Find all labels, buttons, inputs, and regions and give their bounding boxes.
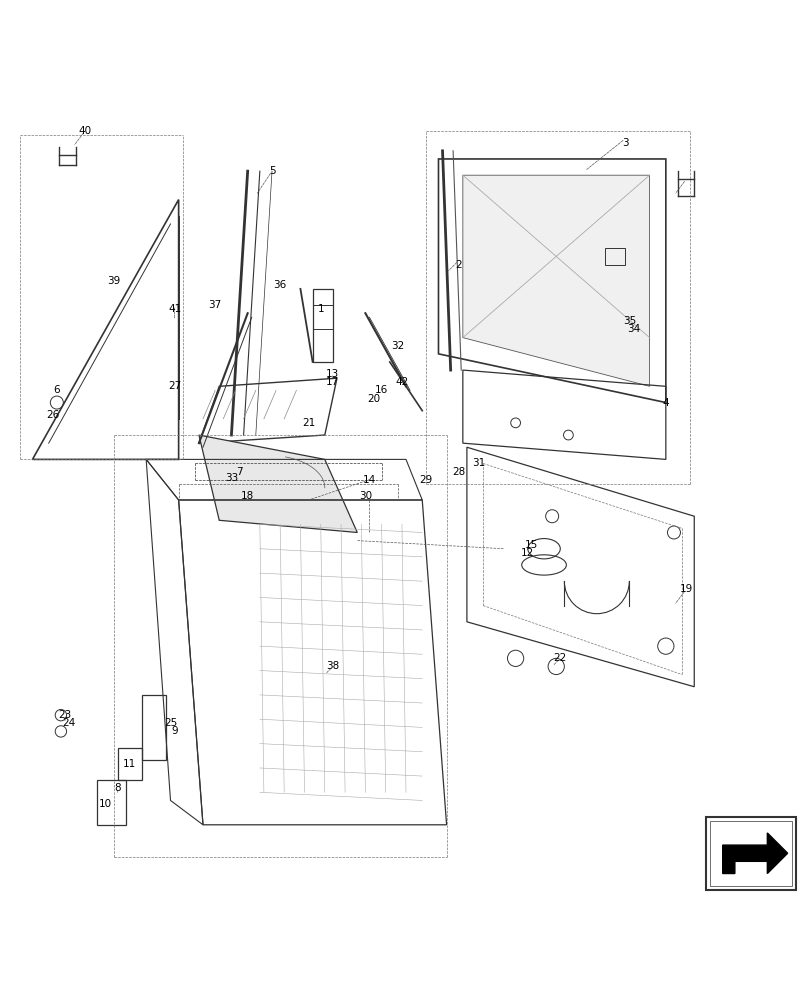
Text: 37: 37 <box>208 300 221 310</box>
Text: 17: 17 <box>326 377 339 387</box>
Text: 6: 6 <box>54 385 60 395</box>
Text: 40: 40 <box>79 126 92 136</box>
Text: 10: 10 <box>99 799 112 809</box>
Text: 32: 32 <box>391 341 404 351</box>
Text: 19: 19 <box>679 584 692 594</box>
Text: 1: 1 <box>317 304 324 314</box>
Text: 16: 16 <box>375 385 388 395</box>
Text: 5: 5 <box>268 166 275 176</box>
Bar <box>710 821 791 886</box>
Text: 25: 25 <box>164 718 177 728</box>
Text: 39: 39 <box>107 276 120 286</box>
Text: 7: 7 <box>236 467 242 477</box>
Text: 27: 27 <box>168 381 181 391</box>
Text: 31: 31 <box>472 458 485 468</box>
Text: 8: 8 <box>114 783 121 793</box>
Bar <box>706 817 795 890</box>
Text: 23: 23 <box>58 710 71 720</box>
Bar <box>604 248 624 265</box>
Text: 4: 4 <box>662 398 668 408</box>
Polygon shape <box>199 435 357 532</box>
Polygon shape <box>722 833 787 874</box>
Text: 26: 26 <box>46 410 59 420</box>
Text: 11: 11 <box>123 759 136 769</box>
Text: 41: 41 <box>168 304 181 314</box>
Text: 14: 14 <box>363 475 375 485</box>
Text: 30: 30 <box>358 491 371 501</box>
Text: 2: 2 <box>455 260 461 270</box>
Text: 42: 42 <box>395 377 408 387</box>
Polygon shape <box>462 175 649 386</box>
Text: 13: 13 <box>326 369 339 379</box>
Text: 3: 3 <box>621 138 628 148</box>
Text: 35: 35 <box>622 316 635 326</box>
Text: 34: 34 <box>626 324 639 334</box>
Text: 28: 28 <box>452 467 465 477</box>
Text: 22: 22 <box>553 653 566 663</box>
Text: 15: 15 <box>525 540 538 550</box>
Text: 21: 21 <box>302 418 315 428</box>
Text: 38: 38 <box>326 661 339 671</box>
Text: 12: 12 <box>521 548 534 558</box>
Text: 36: 36 <box>273 280 286 290</box>
Text: 29: 29 <box>419 475 432 485</box>
Text: 20: 20 <box>367 393 380 403</box>
Text: 9: 9 <box>171 726 178 736</box>
Text: 33: 33 <box>225 473 238 483</box>
Text: 18: 18 <box>241 491 254 501</box>
Text: 24: 24 <box>62 718 75 728</box>
